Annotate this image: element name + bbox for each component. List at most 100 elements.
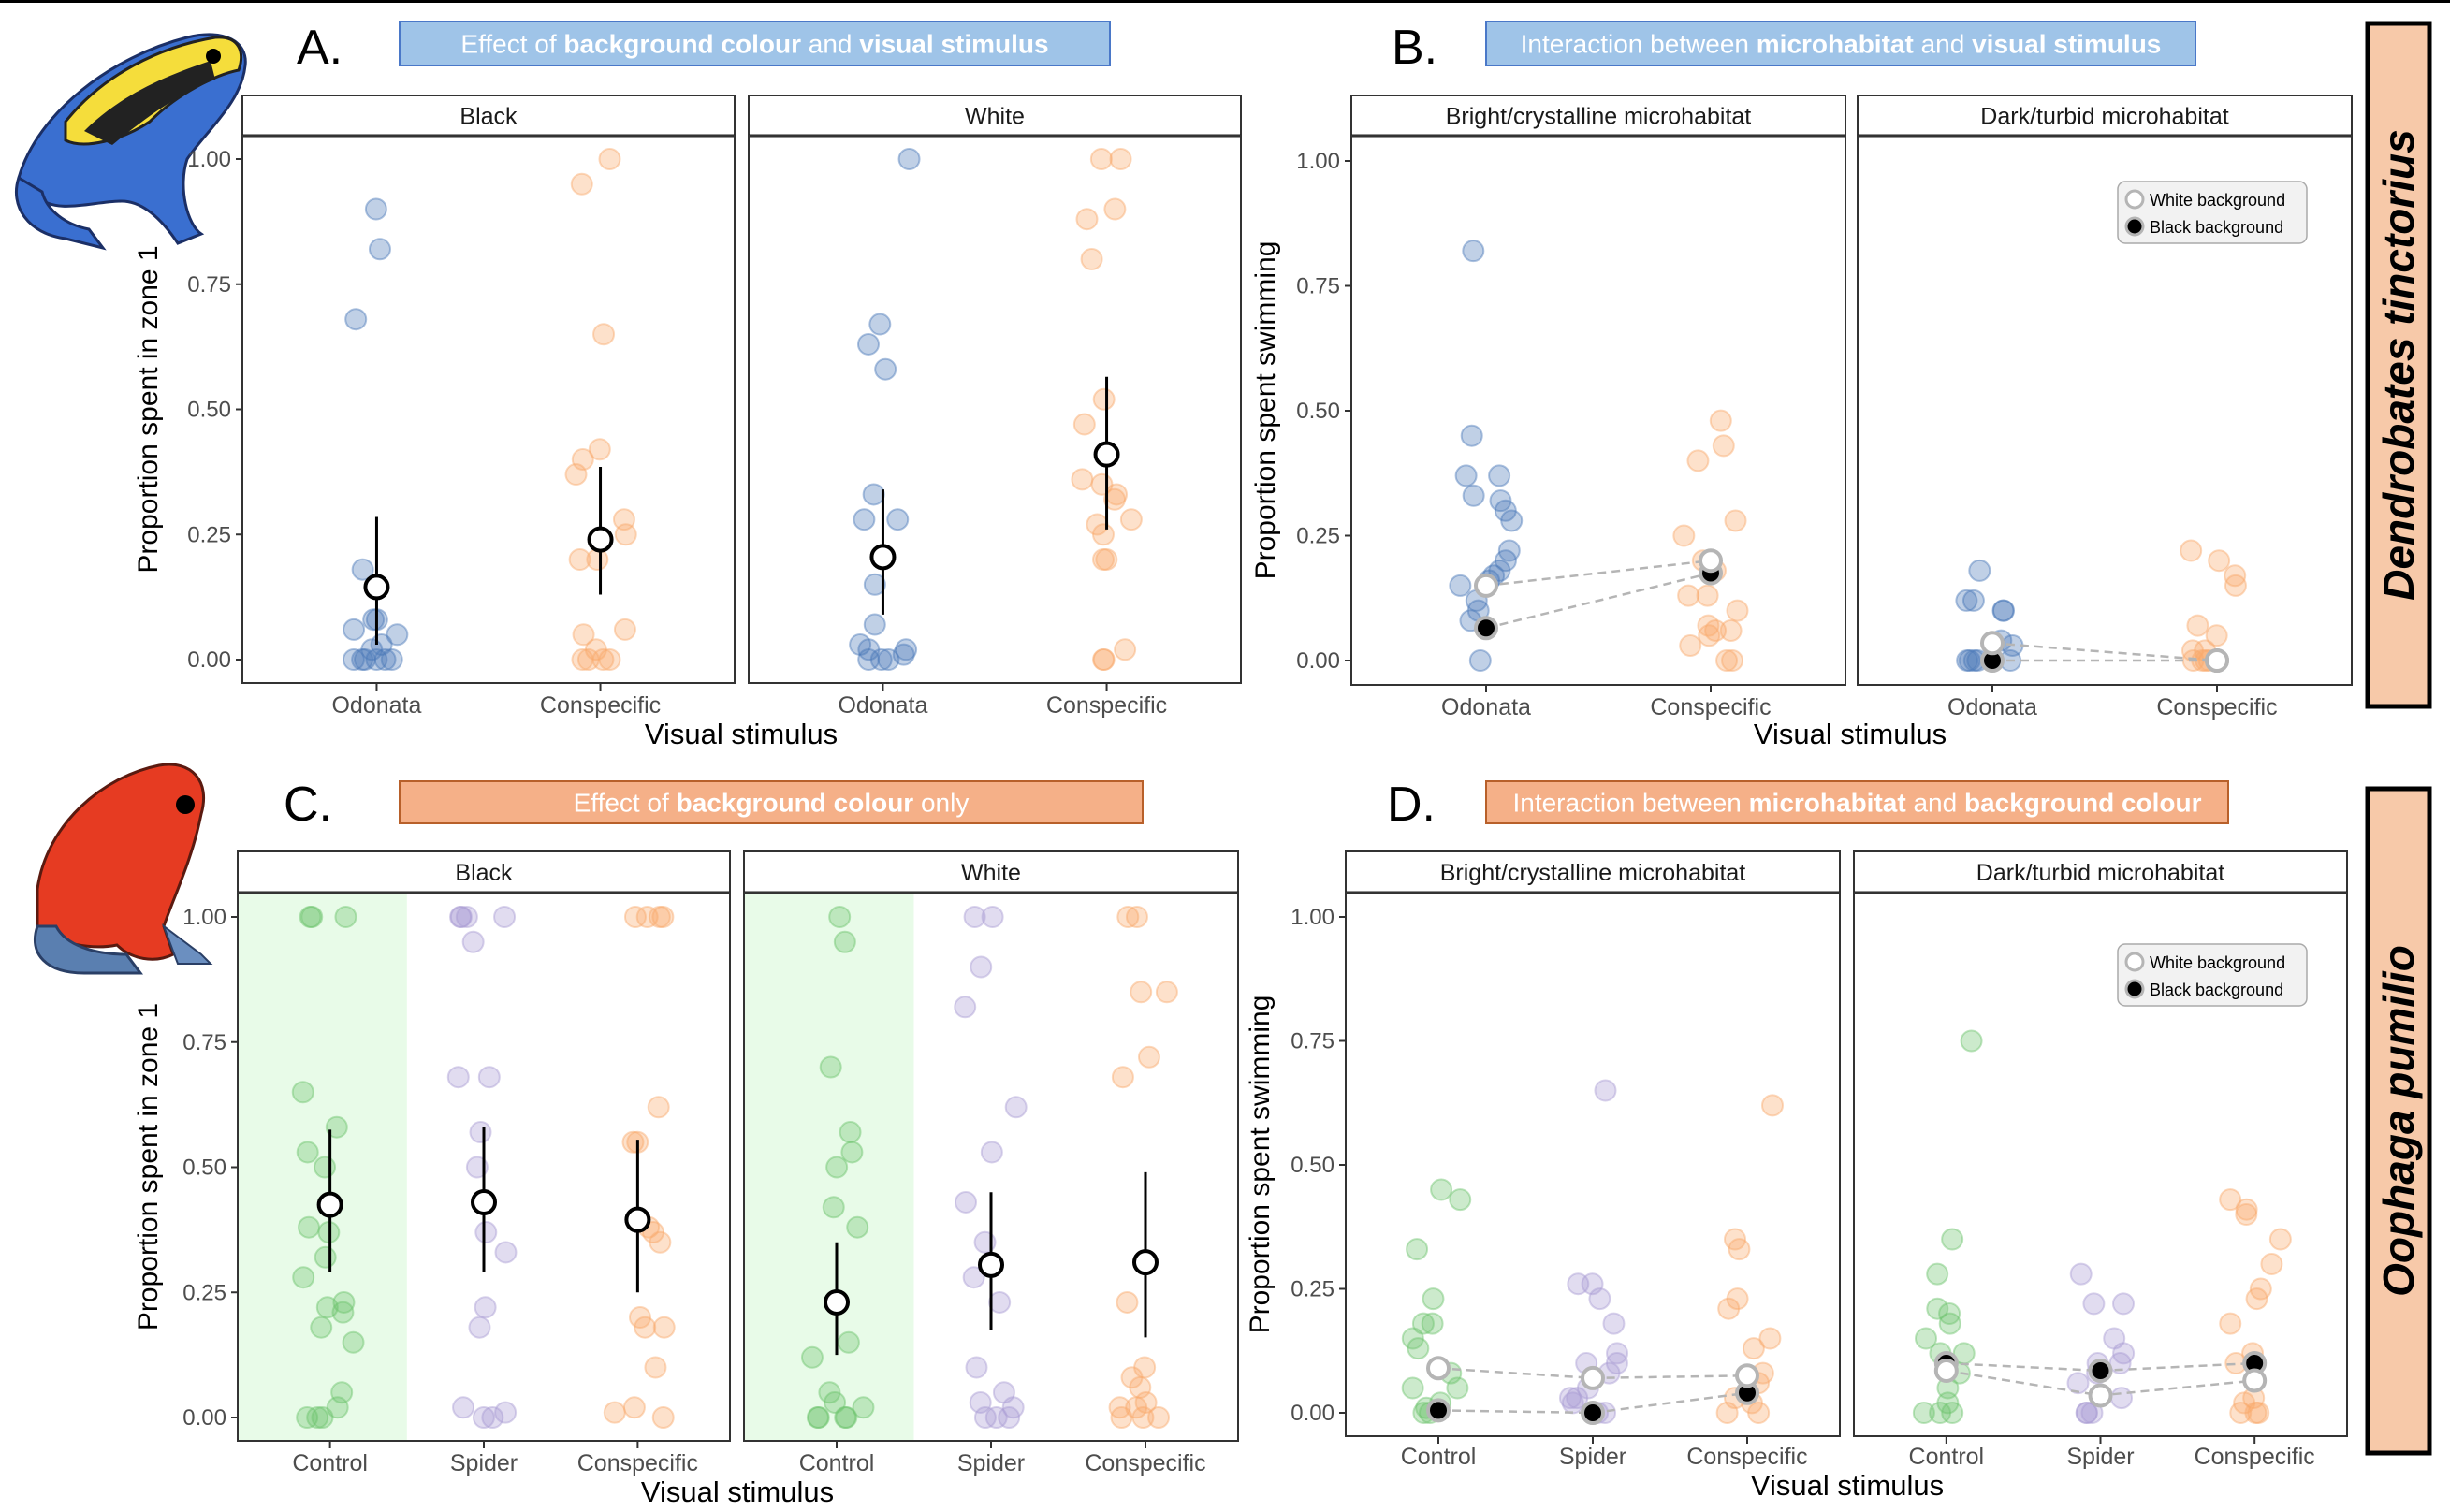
y-tick-label: 0.25 <box>1296 524 1340 549</box>
data-point <box>1401 1327 1424 1350</box>
x-tick-label: Conspecific <box>1085 1450 1205 1476</box>
legend: White background Black background <box>2117 943 2308 1007</box>
data-point <box>571 648 594 671</box>
panel-title: Interaction between microhabitat and bac… <box>1512 789 2201 818</box>
panel-title: Effect of background colour only <box>574 789 970 818</box>
data-point <box>1468 649 1492 672</box>
panel-letter: A. <box>297 21 343 75</box>
data-point <box>343 618 366 641</box>
data-point <box>1500 509 1524 532</box>
data-point <box>2260 1253 2283 1275</box>
mean-point <box>824 1288 850 1316</box>
data-point <box>614 523 637 546</box>
facet-strip <box>1857 94 2353 137</box>
data-point <box>1938 1302 1961 1325</box>
y-tick-label: 0.00 <box>182 1405 226 1431</box>
facet-black: Black Odonata Conspecific <box>241 94 736 719</box>
data-point <box>1092 648 1116 671</box>
facet-bright-crystalline-microhabitat: Bright/crystalline microhabitat Odonata Co… <box>1350 94 1846 720</box>
data-point <box>973 1406 997 1429</box>
data-point <box>2186 614 2209 637</box>
group-conspecific: Conspecific <box>577 906 698 1476</box>
y-tick-label: 0.25 <box>187 522 231 547</box>
data-point <box>493 906 517 928</box>
data-point <box>1912 1402 1935 1424</box>
x-tick-label: Control <box>799 1450 875 1476</box>
data-point <box>824 1390 847 1414</box>
data-point <box>468 1316 491 1339</box>
data-point <box>1726 599 1749 622</box>
panel-title-segment: only <box>913 789 969 818</box>
data-point <box>2235 1203 2258 1226</box>
data-point <box>613 618 636 641</box>
data-point <box>1089 148 1113 170</box>
data-point <box>1134 1390 1158 1414</box>
data-point <box>494 1241 518 1264</box>
data-point <box>1462 484 1485 507</box>
data-point <box>835 1406 858 1429</box>
data-point <box>351 648 374 671</box>
data-point <box>1092 548 1116 571</box>
data-point <box>1567 1272 1590 1296</box>
data-point <box>2111 1292 2135 1316</box>
data-point <box>1926 1262 1949 1286</box>
data-point <box>1092 387 1116 411</box>
data-point <box>1672 524 1696 547</box>
data-point <box>856 332 880 356</box>
data-point <box>886 508 910 531</box>
x-tick-label: Control <box>292 1450 368 1476</box>
data-point <box>1155 981 1178 1004</box>
data-point <box>586 548 609 571</box>
data-point <box>461 930 485 953</box>
x-tick-label: Conspecific <box>2156 694 2277 720</box>
legend-label-black: Black background <box>2150 218 2283 237</box>
group-spider: Spider <box>446 906 518 1476</box>
data-point <box>969 1390 992 1414</box>
data-point <box>2219 1312 2242 1335</box>
y-axis-title: Proportion spent in zone 1 <box>133 245 164 573</box>
data-point <box>1721 649 1744 672</box>
data-point <box>477 1066 501 1089</box>
data-point <box>1677 584 1700 607</box>
data-point <box>2069 1262 2093 1286</box>
data-point <box>1103 197 1127 221</box>
data-point <box>1462 240 1485 263</box>
data-point <box>825 1156 849 1179</box>
panel-title-segment: microhabitat <box>1749 789 1906 818</box>
panel-title-segment: and <box>801 30 859 59</box>
data-point <box>644 1356 667 1379</box>
data-point <box>1955 589 1978 612</box>
facet-label: White <box>961 860 1021 886</box>
data-point <box>2249 1277 2272 1301</box>
data-point <box>1125 1396 1148 1419</box>
data-point <box>1926 1297 1949 1320</box>
data-point <box>612 508 635 531</box>
control-shade <box>744 893 914 1441</box>
panel-title: Interaction between microhabitat and vis… <box>1521 30 2162 59</box>
x-tick-label: Odonata <box>1947 694 2037 720</box>
data-point <box>1071 468 1094 491</box>
data-point <box>1072 413 1096 436</box>
data-point <box>1430 1178 1453 1201</box>
data-point <box>386 623 409 647</box>
x-axis-title: Visual stimulus <box>645 718 838 750</box>
data-point <box>988 1290 1012 1314</box>
data-point <box>635 906 659 928</box>
y-tick-label: 0.00 <box>1291 1401 1334 1426</box>
data-point <box>576 648 600 671</box>
panel-title-box <box>1485 780 2229 824</box>
facet-label: White <box>965 104 1025 130</box>
x-tick-label: Control <box>1401 1444 1477 1470</box>
data-point <box>1717 1297 1741 1320</box>
data-point <box>1726 1287 1749 1311</box>
data-point <box>1588 1287 1611 1311</box>
data-point <box>954 996 977 1019</box>
data-point <box>368 238 391 261</box>
white-background-mean <box>1735 1363 1759 1388</box>
data-point <box>298 1215 321 1239</box>
data-point <box>1488 464 1511 487</box>
data-point <box>2112 1342 2136 1365</box>
data-point <box>863 613 886 636</box>
x-tick-label: Spider <box>450 1450 518 1476</box>
group-control: Control <box>291 906 368 1476</box>
